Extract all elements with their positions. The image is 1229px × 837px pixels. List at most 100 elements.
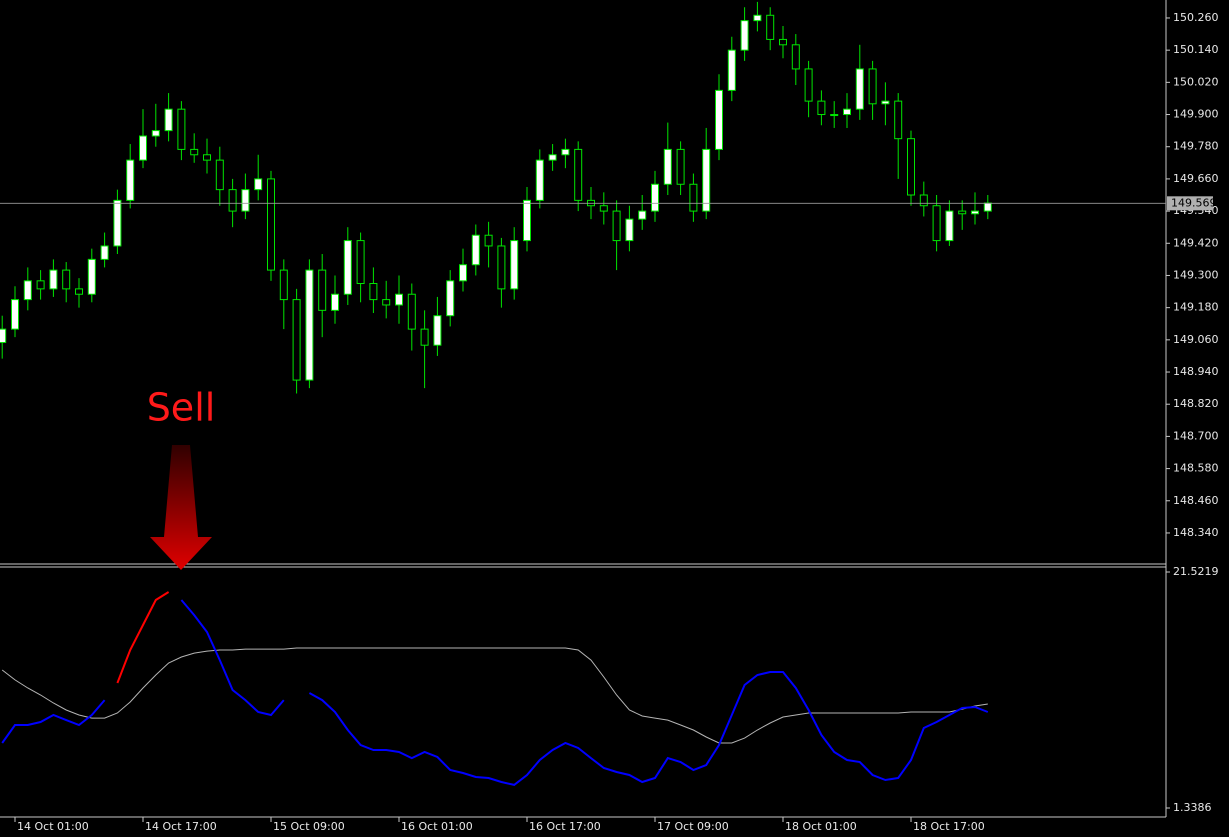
candle-body xyxy=(420,328,429,346)
x-tick-label: 15 Oct 09:00 xyxy=(273,820,345,833)
candle-body xyxy=(241,189,250,212)
candle-body xyxy=(740,20,749,51)
candle-body xyxy=(484,234,493,247)
candle-body xyxy=(715,89,723,150)
candle-body xyxy=(459,264,467,282)
indicator-line xyxy=(116,591,170,684)
candle-body xyxy=(190,148,199,156)
candle-body xyxy=(753,14,762,22)
candle-body xyxy=(651,183,659,212)
candle-body xyxy=(958,210,967,215)
candle-body xyxy=(305,269,314,381)
candle-body xyxy=(382,299,391,306)
candle-body xyxy=(164,108,173,132)
candle-body xyxy=(62,269,71,290)
candle-body xyxy=(727,49,736,91)
candle-body xyxy=(0,328,7,344)
candle-body xyxy=(11,299,19,330)
candle-body xyxy=(203,154,211,161)
x-tick-label: 14 Oct 17:00 xyxy=(145,820,217,833)
candle-body xyxy=(868,68,877,105)
current-price-box xyxy=(1167,196,1213,211)
y-tick-label: 149.660 xyxy=(1173,172,1219,185)
candle-body xyxy=(983,202,992,212)
candle-body xyxy=(36,280,45,290)
candle-body xyxy=(663,148,672,185)
candle-body xyxy=(548,154,557,161)
candle-body xyxy=(919,194,928,207)
candle-body xyxy=(267,178,275,271)
candle-body xyxy=(23,280,32,301)
candle-body xyxy=(49,269,58,290)
candle-body xyxy=(407,293,416,330)
candle-body xyxy=(599,205,608,212)
candle-body xyxy=(523,199,531,242)
candle-body xyxy=(561,148,570,156)
candle-body xyxy=(279,269,288,301)
candle-body xyxy=(215,159,224,191)
candle-body xyxy=(497,245,506,290)
candle-body xyxy=(356,240,365,285)
candle-body xyxy=(254,178,263,191)
y-tick-label: 149.300 xyxy=(1173,268,1219,281)
candle-body xyxy=(446,280,455,317)
y-tick-label: 149.420 xyxy=(1173,236,1219,249)
x-tick-label: 16 Oct 01:00 xyxy=(401,820,473,833)
y-tick-label: 150.020 xyxy=(1173,75,1219,88)
candle-body xyxy=(907,138,915,196)
candle-body xyxy=(318,269,327,311)
candle-body xyxy=(843,108,851,116)
candle-body xyxy=(689,183,698,212)
candle-body xyxy=(471,234,480,266)
candle-body xyxy=(779,38,787,46)
y-tick-label: 149.900 xyxy=(1173,108,1219,121)
indicator-line xyxy=(1,599,989,786)
candle-body xyxy=(126,159,135,201)
y-tick-label: 150.260 xyxy=(1173,11,1219,24)
candle-body xyxy=(881,100,890,105)
x-tick-label: 17 Oct 09:00 xyxy=(657,820,729,833)
candle-body xyxy=(894,100,903,140)
candle-body xyxy=(612,210,621,242)
candle-body xyxy=(87,258,96,295)
candle-body xyxy=(433,315,442,346)
candle-body xyxy=(151,130,160,137)
candle-body xyxy=(75,288,83,295)
candle-body xyxy=(766,14,775,40)
y-tick-label: 150.140 xyxy=(1173,43,1219,56)
candle-body xyxy=(100,245,109,260)
y-tick-label: 148.820 xyxy=(1173,397,1219,410)
candle-body xyxy=(395,293,403,306)
sell-arrow xyxy=(150,445,212,570)
candle-body xyxy=(574,148,583,201)
candle-body xyxy=(535,159,544,201)
candle-body xyxy=(292,299,301,381)
candle-body xyxy=(830,114,839,117)
candle-body xyxy=(804,68,813,102)
candle-body xyxy=(791,44,800,70)
candle-body xyxy=(855,68,864,110)
y-tick-label: 1.3386 xyxy=(1173,801,1212,814)
current-price-label: 149.569 xyxy=(1171,196,1217,209)
candle-body xyxy=(343,240,352,295)
candle-body xyxy=(702,148,711,212)
candle-body xyxy=(945,210,954,242)
x-tick-label: 14 Oct 01:00 xyxy=(17,820,89,833)
y-tick-label: 21.5219 xyxy=(1173,565,1219,578)
y-tick-label: 149.060 xyxy=(1173,333,1219,346)
candle-body xyxy=(638,210,647,220)
y-tick-label: 148.580 xyxy=(1173,462,1219,475)
candle-body xyxy=(817,100,826,116)
y-tick-label: 149.180 xyxy=(1173,301,1219,314)
candle-body xyxy=(932,205,941,242)
indicator-line xyxy=(1,647,988,744)
y-tick-label: 148.700 xyxy=(1173,429,1219,442)
y-tick-label: 148.460 xyxy=(1173,494,1219,507)
y-tick-label: 148.340 xyxy=(1173,526,1219,539)
candle-body xyxy=(369,283,378,301)
candle-body xyxy=(331,293,339,311)
candle-body xyxy=(177,108,186,150)
